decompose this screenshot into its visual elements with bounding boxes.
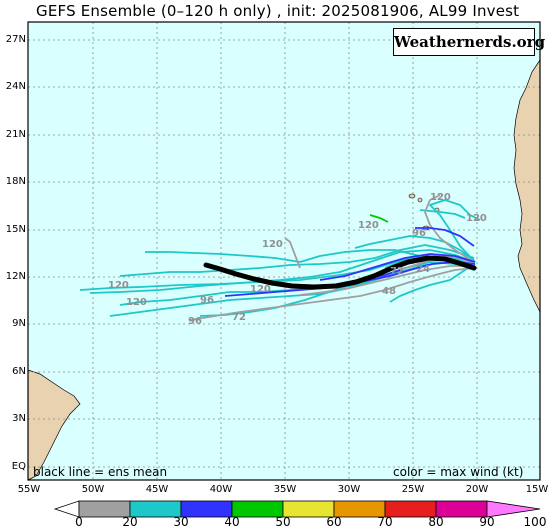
lat-label: 12N bbox=[5, 271, 26, 282]
lat-label: 15N bbox=[5, 224, 26, 235]
color-legend-note: color = max wind (kt) bbox=[393, 465, 524, 479]
colorbar-tick: 60 bbox=[326, 515, 342, 529]
colorbar-tick: 80 bbox=[428, 515, 444, 529]
lat-label: 9N bbox=[12, 318, 26, 329]
lon-label: 25W bbox=[401, 484, 425, 495]
hour-label: 96 bbox=[200, 295, 214, 306]
weathernerds-watermark: Weathernerds.org bbox=[393, 28, 545, 56]
lat-label: 24N bbox=[5, 81, 26, 92]
hour-label: 24 bbox=[416, 264, 430, 275]
lat-label: 21N bbox=[5, 129, 26, 140]
colorbar-tick: 70 bbox=[377, 515, 393, 529]
hour-label: 72 bbox=[390, 266, 404, 277]
colorbar bbox=[53, 500, 541, 518]
lon-label: 15W bbox=[525, 484, 549, 495]
lon-label: 45W bbox=[145, 484, 169, 495]
colorbar-right-arrow bbox=[486, 500, 541, 518]
hour-label: 72 bbox=[232, 312, 246, 323]
africa-landmass bbox=[513, 58, 541, 313]
hour-label: 120 bbox=[466, 213, 487, 224]
hour-label: 96 bbox=[412, 228, 426, 239]
colorbar-tick: 20 bbox=[122, 515, 138, 529]
lon-label: 50W bbox=[81, 484, 105, 495]
hour-label: 48 bbox=[382, 286, 396, 297]
hour-label: 96 bbox=[188, 316, 202, 327]
lat-label: 27N bbox=[5, 34, 26, 45]
colorbar-tick: 90 bbox=[479, 515, 495, 529]
lon-label: 20W bbox=[465, 484, 489, 495]
hour-label: 120 bbox=[262, 239, 283, 250]
lon-label: 40W bbox=[209, 484, 233, 495]
colorbar-tick: 40 bbox=[224, 515, 240, 529]
ens-mean-note: black line = ens mean bbox=[33, 465, 168, 479]
colorbar-tick: 0 bbox=[75, 515, 83, 529]
lat-label: EQ bbox=[11, 461, 26, 472]
lon-label: 30W bbox=[337, 484, 361, 495]
lat-label: 6N bbox=[12, 366, 26, 377]
map-border bbox=[27, 21, 541, 481]
hour-label: 120 bbox=[126, 297, 147, 308]
colorbar-tick: 100 bbox=[523, 515, 547, 529]
south-america-landmass bbox=[27, 369, 81, 481]
ensemble-mean-track bbox=[203, 255, 477, 290]
colorbar-tick: 30 bbox=[173, 515, 189, 529]
chart-title: GEFS Ensemble (0–120 h only) , init: 202… bbox=[36, 2, 520, 20]
lat-label: 3N bbox=[12, 413, 26, 424]
colorbar-tick: 50 bbox=[275, 515, 291, 529]
lon-label: 55W bbox=[17, 484, 41, 495]
hour-label: 120 bbox=[358, 220, 379, 231]
hour-label: 120 bbox=[250, 284, 271, 295]
hour-label: 120 bbox=[430, 192, 451, 203]
lat-label: 18N bbox=[5, 176, 26, 187]
hour-label: 120 bbox=[108, 280, 129, 291]
lon-label: 35W bbox=[273, 484, 297, 495]
ocean-area bbox=[28, 22, 540, 480]
forecast-hour-labels: 120 120 120 96 120 72 120 96 48 120 72 9… bbox=[108, 192, 487, 327]
